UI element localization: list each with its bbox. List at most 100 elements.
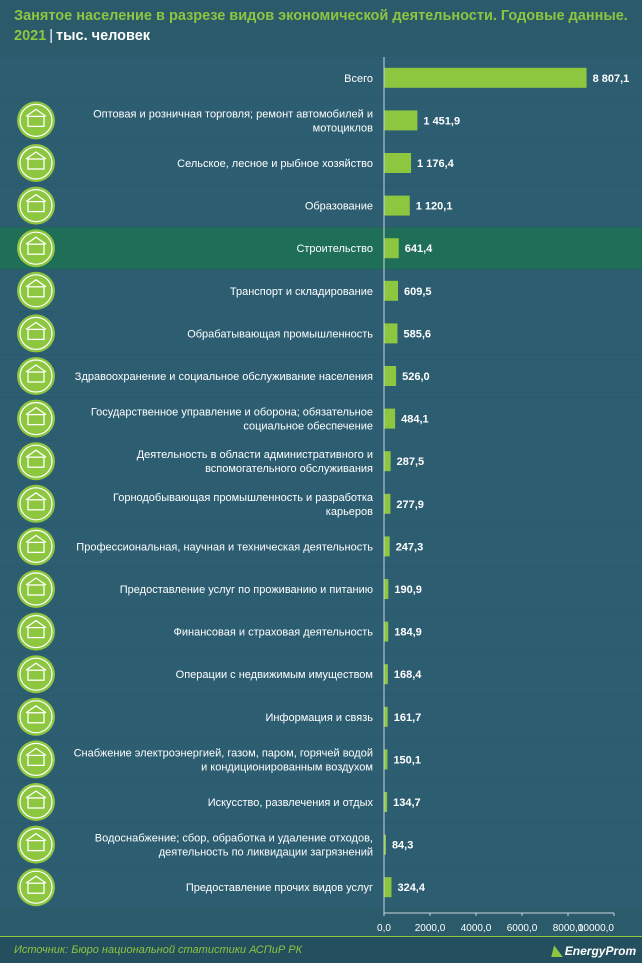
category-label: Предоставление прочих видов услуг <box>186 882 373 894</box>
title-separator: | <box>49 28 54 44</box>
value-label: 247,3 <box>396 541 424 553</box>
category-label: Профессиональная, научная и техническая … <box>76 541 373 553</box>
category-label: Искусство, развлечения и отдых <box>208 797 374 809</box>
chart-row: Снабжение электроэнергией, газом, паром,… <box>0 738 642 781</box>
chart-row: Всего 8 807,1 <box>0 57 642 99</box>
chart-row: Операции с недвижимым имуществом 168,4 <box>0 653 642 695</box>
value-label: 8 807,1 <box>593 73 630 85</box>
value-label: 484,1 <box>401 414 429 426</box>
factory-icon <box>17 314 55 353</box>
chart-row: Информация и связь 161,7 <box>0 696 642 738</box>
value-label: 1 120,1 <box>416 201 453 213</box>
mining-pickaxe-icon <box>17 484 55 523</box>
category-label: Транспорт и складирование <box>230 286 373 298</box>
bar <box>384 834 386 855</box>
bar <box>384 153 412 173</box>
category-label: Водоснабжение; сбор, обработка и удалени… <box>95 833 373 859</box>
power-house-icon <box>17 740 55 779</box>
category-label: Всего <box>344 73 373 85</box>
bar <box>384 323 398 344</box>
title-block: Занятое население в разрезе видов эконом… <box>14 6 634 46</box>
bar <box>384 621 389 642</box>
logo-text: EnergyProm <box>564 944 637 958</box>
row-background <box>0 355 642 397</box>
row-background <box>0 99 642 142</box>
chart-year: 2021 <box>14 28 47 44</box>
bar <box>384 792 388 812</box>
x-tick-label: 8000,0 <box>553 923 584 934</box>
bar <box>384 408 396 429</box>
value-label: 1 176,4 <box>417 158 455 170</box>
bar <box>384 536 390 557</box>
value-label: 641,4 <box>405 243 433 255</box>
value-label: 585,6 <box>403 328 431 340</box>
row-background <box>0 397 642 440</box>
row-background <box>0 184 642 227</box>
chart-row: Государственное управление и оборона; об… <box>0 397 642 440</box>
hotel-dining-icon <box>17 570 55 608</box>
bar <box>384 195 410 216</box>
category-label: Государственное управление и оборона; об… <box>91 407 373 433</box>
admin-office-icon <box>17 442 55 481</box>
x-tick-label: 2000,0 <box>415 923 446 934</box>
row-background <box>0 866 642 908</box>
chart-unit: тыс. человек <box>56 28 151 44</box>
energyprom-logo: ◣ EnergyProm <box>552 942 636 959</box>
row-background <box>0 227 642 269</box>
chart-row: Здравоохранение и социальное обслуживани… <box>0 355 642 397</box>
health-cup-icon <box>17 357 55 395</box>
chart-row: Оптовая и розничная торговля; ремонт авт… <box>0 99 642 142</box>
bar <box>384 238 399 259</box>
category-label: Горнодобывающая промышленность и разрабо… <box>113 492 374 518</box>
chart-row: Профессиональная, научная и техническая … <box>0 525 642 568</box>
bar <box>384 67 587 88</box>
value-label: 1 451,9 <box>423 115 460 127</box>
category-label: Оптовая и розничная торговля; ремонт авт… <box>93 108 373 134</box>
row-background <box>0 610 642 653</box>
value-label: 168,4 <box>394 669 422 681</box>
truck-warehouse-icon <box>17 271 55 310</box>
row-background <box>0 270 642 312</box>
value-label: 150,1 <box>393 754 421 766</box>
row-background <box>0 568 642 610</box>
chart-row: Водоснабжение; сбор, обработка и удалени… <box>0 823 642 866</box>
value-label: 526,0 <box>402 371 430 383</box>
house-hand-icon <box>17 655 55 694</box>
chart-row: Обрабатывающая промышленность 585,6 <box>0 312 642 355</box>
bar <box>384 749 388 770</box>
art-palette-icon <box>17 783 55 821</box>
bar <box>384 493 391 514</box>
bar <box>384 706 388 727</box>
footer-bar <box>0 936 642 963</box>
chart-row: Образование 1 120,1 <box>0 184 642 227</box>
chart-row: Строительство 641,4 <box>0 227 642 269</box>
category-label: Здравоохранение и социальное обслуживани… <box>75 371 373 383</box>
chart-row: Горнодобывающая промышленность и разрабо… <box>0 483 642 525</box>
farm-barn-icon <box>17 144 55 182</box>
crane-building-icon <box>17 229 55 268</box>
value-label: 287,5 <box>397 456 425 468</box>
bar <box>384 110 418 131</box>
row-background <box>0 142 642 184</box>
category-label: Информация и связь <box>265 712 373 724</box>
row-background <box>0 696 642 738</box>
category-label: Финансовая и страховая деятельность <box>174 627 374 639</box>
category-label: Обрабатывающая промышленность <box>187 328 373 340</box>
row-background <box>0 312 642 355</box>
value-label: 134,7 <box>393 797 421 809</box>
value-label: 84,3 <box>392 840 413 852</box>
chart-row: Деятельность в области административного… <box>0 440 642 482</box>
value-label: 190,9 <box>394 584 422 596</box>
category-label: Сельское, лесное и рыбное хозяйство <box>177 158 373 170</box>
category-label: Деятельность в области административного… <box>137 449 373 475</box>
bar-chart: Всего 8 807,1 Оптовая и розничная торговля… <box>0 57 642 934</box>
logo-mark-icon: ◣ <box>552 942 563 958</box>
x-tick-label: 4000,0 <box>461 923 492 934</box>
value-label: 161,7 <box>394 712 422 724</box>
title-subline: 2021 | тыс. человек <box>14 26 634 46</box>
communication-globe-icon <box>17 697 55 736</box>
row-background <box>0 440 642 482</box>
value-label: 609,5 <box>404 286 432 298</box>
water-pipe-icon <box>17 825 55 864</box>
bar <box>384 451 391 472</box>
